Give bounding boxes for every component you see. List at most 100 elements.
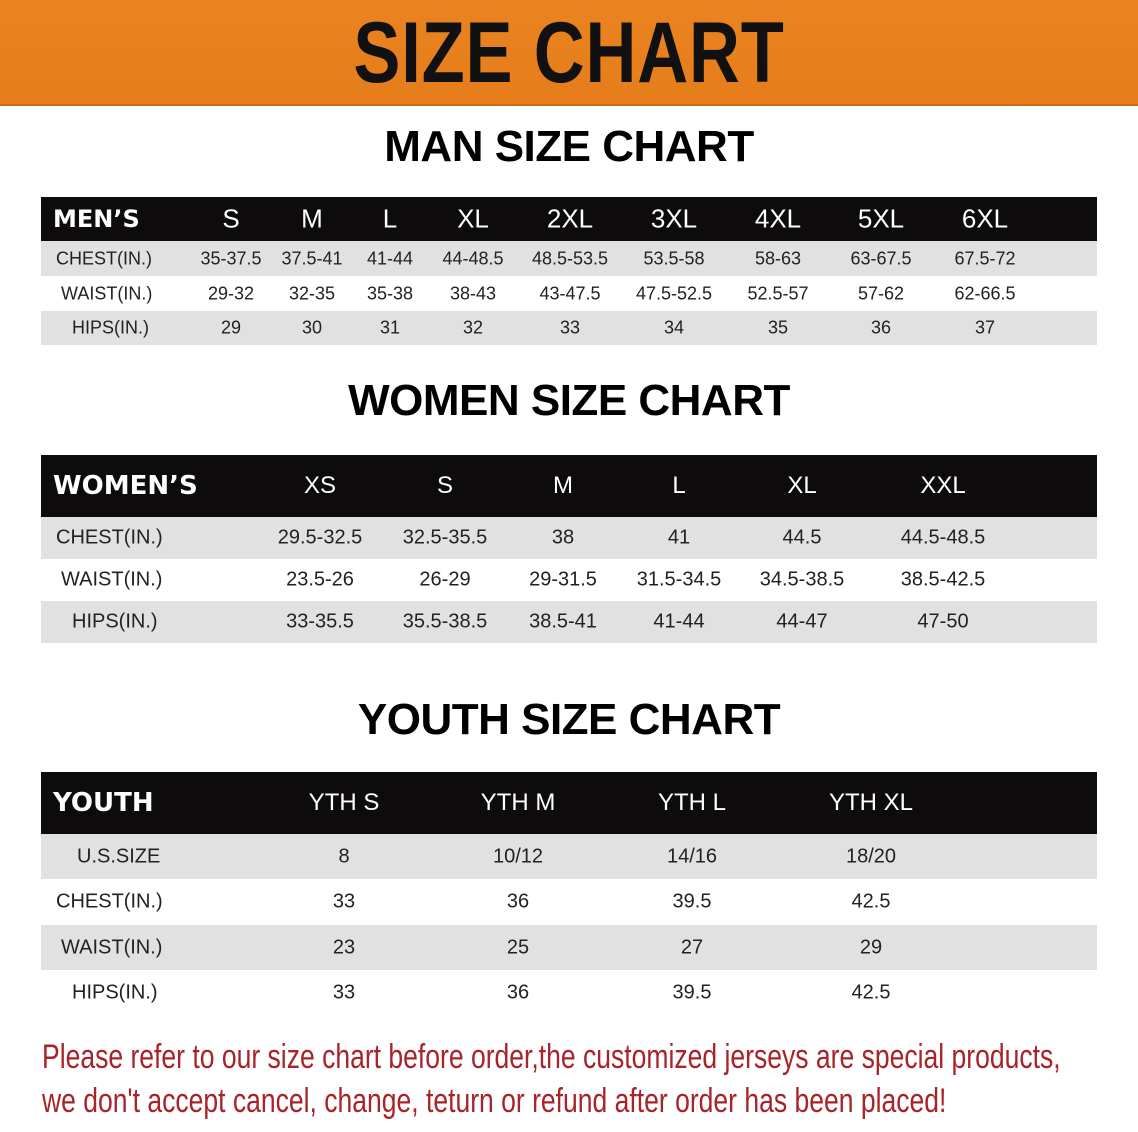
table-header-row: YOUTH YTH S YTH M YTH L YTH XL [41,772,1097,834]
size-column-header: 2XL [546,203,594,234]
table-cell: 18/20 [845,845,897,867]
size-column-header: YTH L [657,789,727,816]
table-cell: 35-38 [366,283,414,303]
row-label: U.S.SIZE [77,845,161,867]
size-column-header: YTH XL [828,789,914,816]
header-label: MEN’S [53,205,140,233]
table-cell: 48.5-53.5 [531,248,609,268]
table-cell: 34 [663,317,685,338]
table-cell: 36 [506,981,530,1003]
table-cell: 38.5-42.5 [900,568,986,591]
table-cell: 35-37.5 [200,248,262,268]
table-cell: 23.5-26 [286,568,354,591]
men-section-title: MAN SIZE CHART [384,122,754,171]
size-column-header: YTH S [308,789,380,816]
row-label: CHEST(IN.) [56,526,163,549]
table-header-row: WOMEN’S XS S M L XL XXL [41,455,1097,517]
table-cell: 34.5-38.5 [759,568,845,591]
size-column-header: XS [303,472,337,499]
row-label: HIPS(IN.) [72,981,158,1003]
table-cell: 30 [301,317,323,338]
table-cell: 37.5-41 [281,248,343,268]
table-cell: 63-67.5 [850,248,912,268]
table-cell: 25 [506,936,530,958]
banner: SIZE CHART [0,0,1138,106]
table-cell: 62-66.5 [954,283,1016,303]
table-cell: 43-47.5 [539,283,601,303]
table-cell: 32.5-35.5 [402,526,488,549]
youth-section-title: YOUTH SIZE CHART [357,695,781,744]
table-cell: 29 [220,317,242,338]
table-row: U.S.SIZE 8 10/12 14/16 18/20 [41,834,1097,879]
banner-title: SIZE CHART [353,5,785,101]
table-cell: 41 [667,526,691,549]
table-cell: 35 [767,317,789,338]
table-cell: 44.5 [782,526,822,549]
notice-line-2: we don't accept cancel, change, teturn o… [42,1082,947,1120]
size-column-header: 4XL [754,203,802,234]
table-cell: 36 [870,317,892,338]
table-cell: 8 [338,845,350,867]
table-cell: 47.5-52.5 [635,283,713,303]
row-label: WAIST(IN.) [61,283,153,303]
table-row: CHEST(IN.) 35-37.5 37.5-41 41-44 44-48.5 48.5… [41,241,1097,276]
size-column-header: XL [457,203,489,234]
size-column-header: YTH M [480,789,556,816]
table-cell: 44.5-48.5 [900,526,986,549]
size-column-header: L [382,203,398,234]
table-cell: 36 [506,890,530,913]
table-cell: 29 [859,936,883,958]
size-column-header: M [553,472,573,499]
row-label: HIPS(IN.) [72,317,150,338]
header-label: WOMEN’S [53,471,198,501]
table-cell: 29-32 [207,283,255,303]
table-cell: 57-62 [857,283,905,303]
table-cell: 14/16 [666,845,718,867]
table-cell: 41-44 [366,248,414,268]
row-label: CHEST(IN.) [56,890,163,913]
table-cell: 23 [332,936,356,958]
header-label: YOUTH [53,788,154,818]
table-row: WAIST(IN.) 23 25 27 29 [41,925,1097,970]
table-cell: 38 [551,526,575,549]
table-cell: 33-35.5 [286,610,354,633]
table-cell: 32-35 [288,283,336,303]
size-column-header: S [222,203,240,234]
table-cell: 29.5-32.5 [277,526,363,549]
table-row: CHEST(IN.) 33 36 39.5 42.5 [41,879,1097,925]
table-row: HIPS(IN.) 29 30 31 32 33 34 35 36 37 [41,311,1097,345]
table-header-row: MEN’S S M L XL 2XL 3XL 4XL 5XL 6XL [41,197,1097,241]
table-cell: 39.5 [672,981,712,1003]
size-column-header: S [436,472,454,499]
size-column-header: XXL [920,472,966,499]
table-cell: 39.5 [672,890,712,913]
table-cell: 38-43 [449,283,497,303]
table-cell: 29-31.5 [529,568,597,591]
table-row: HIPS(IN.) 33-35.5 35.5-38.5 38.5-41 41-44 44-… [41,601,1097,643]
table-cell: 41-44 [653,610,705,633]
table-cell: 38.5-41 [529,610,597,633]
table-cell: 42.5 [851,890,891,913]
table-cell: 33 [559,317,581,338]
table-cell: 37 [974,317,996,338]
table-cell: 47-50 [917,610,969,633]
row-label: WAIST(IN.) [61,936,163,958]
table-cell: 44-47 [776,610,828,633]
women-section-title: WOMEN SIZE CHART [348,376,790,425]
table-cell: 35.5-38.5 [402,610,488,633]
table-cell: 33 [332,890,356,913]
table-cell: 67.5-72 [954,248,1016,268]
table-row: WAIST(IN.) 29-32 32-35 35-38 38-43 43-47.5 47.… [41,276,1097,311]
table-cell: 42.5 [851,981,891,1003]
row-label: WAIST(IN.) [61,568,163,591]
size-column-header: M [301,203,323,234]
table-cell: 44-48.5 [442,248,504,268]
notice-line-1: Please refer to our size chart before or… [42,1038,1061,1076]
row-label: CHEST(IN.) [56,248,152,268]
size-column-header: XL [787,472,817,499]
table-cell: 26-29 [419,568,471,591]
table-row: CHEST(IN.) 29.5-32.5 32.5-35.5 38 41 44.5 44.5… [41,517,1097,559]
table-cell: 31.5-34.5 [636,568,722,591]
size-column-header: L [672,472,686,499]
table-cell: 33 [332,981,356,1003]
